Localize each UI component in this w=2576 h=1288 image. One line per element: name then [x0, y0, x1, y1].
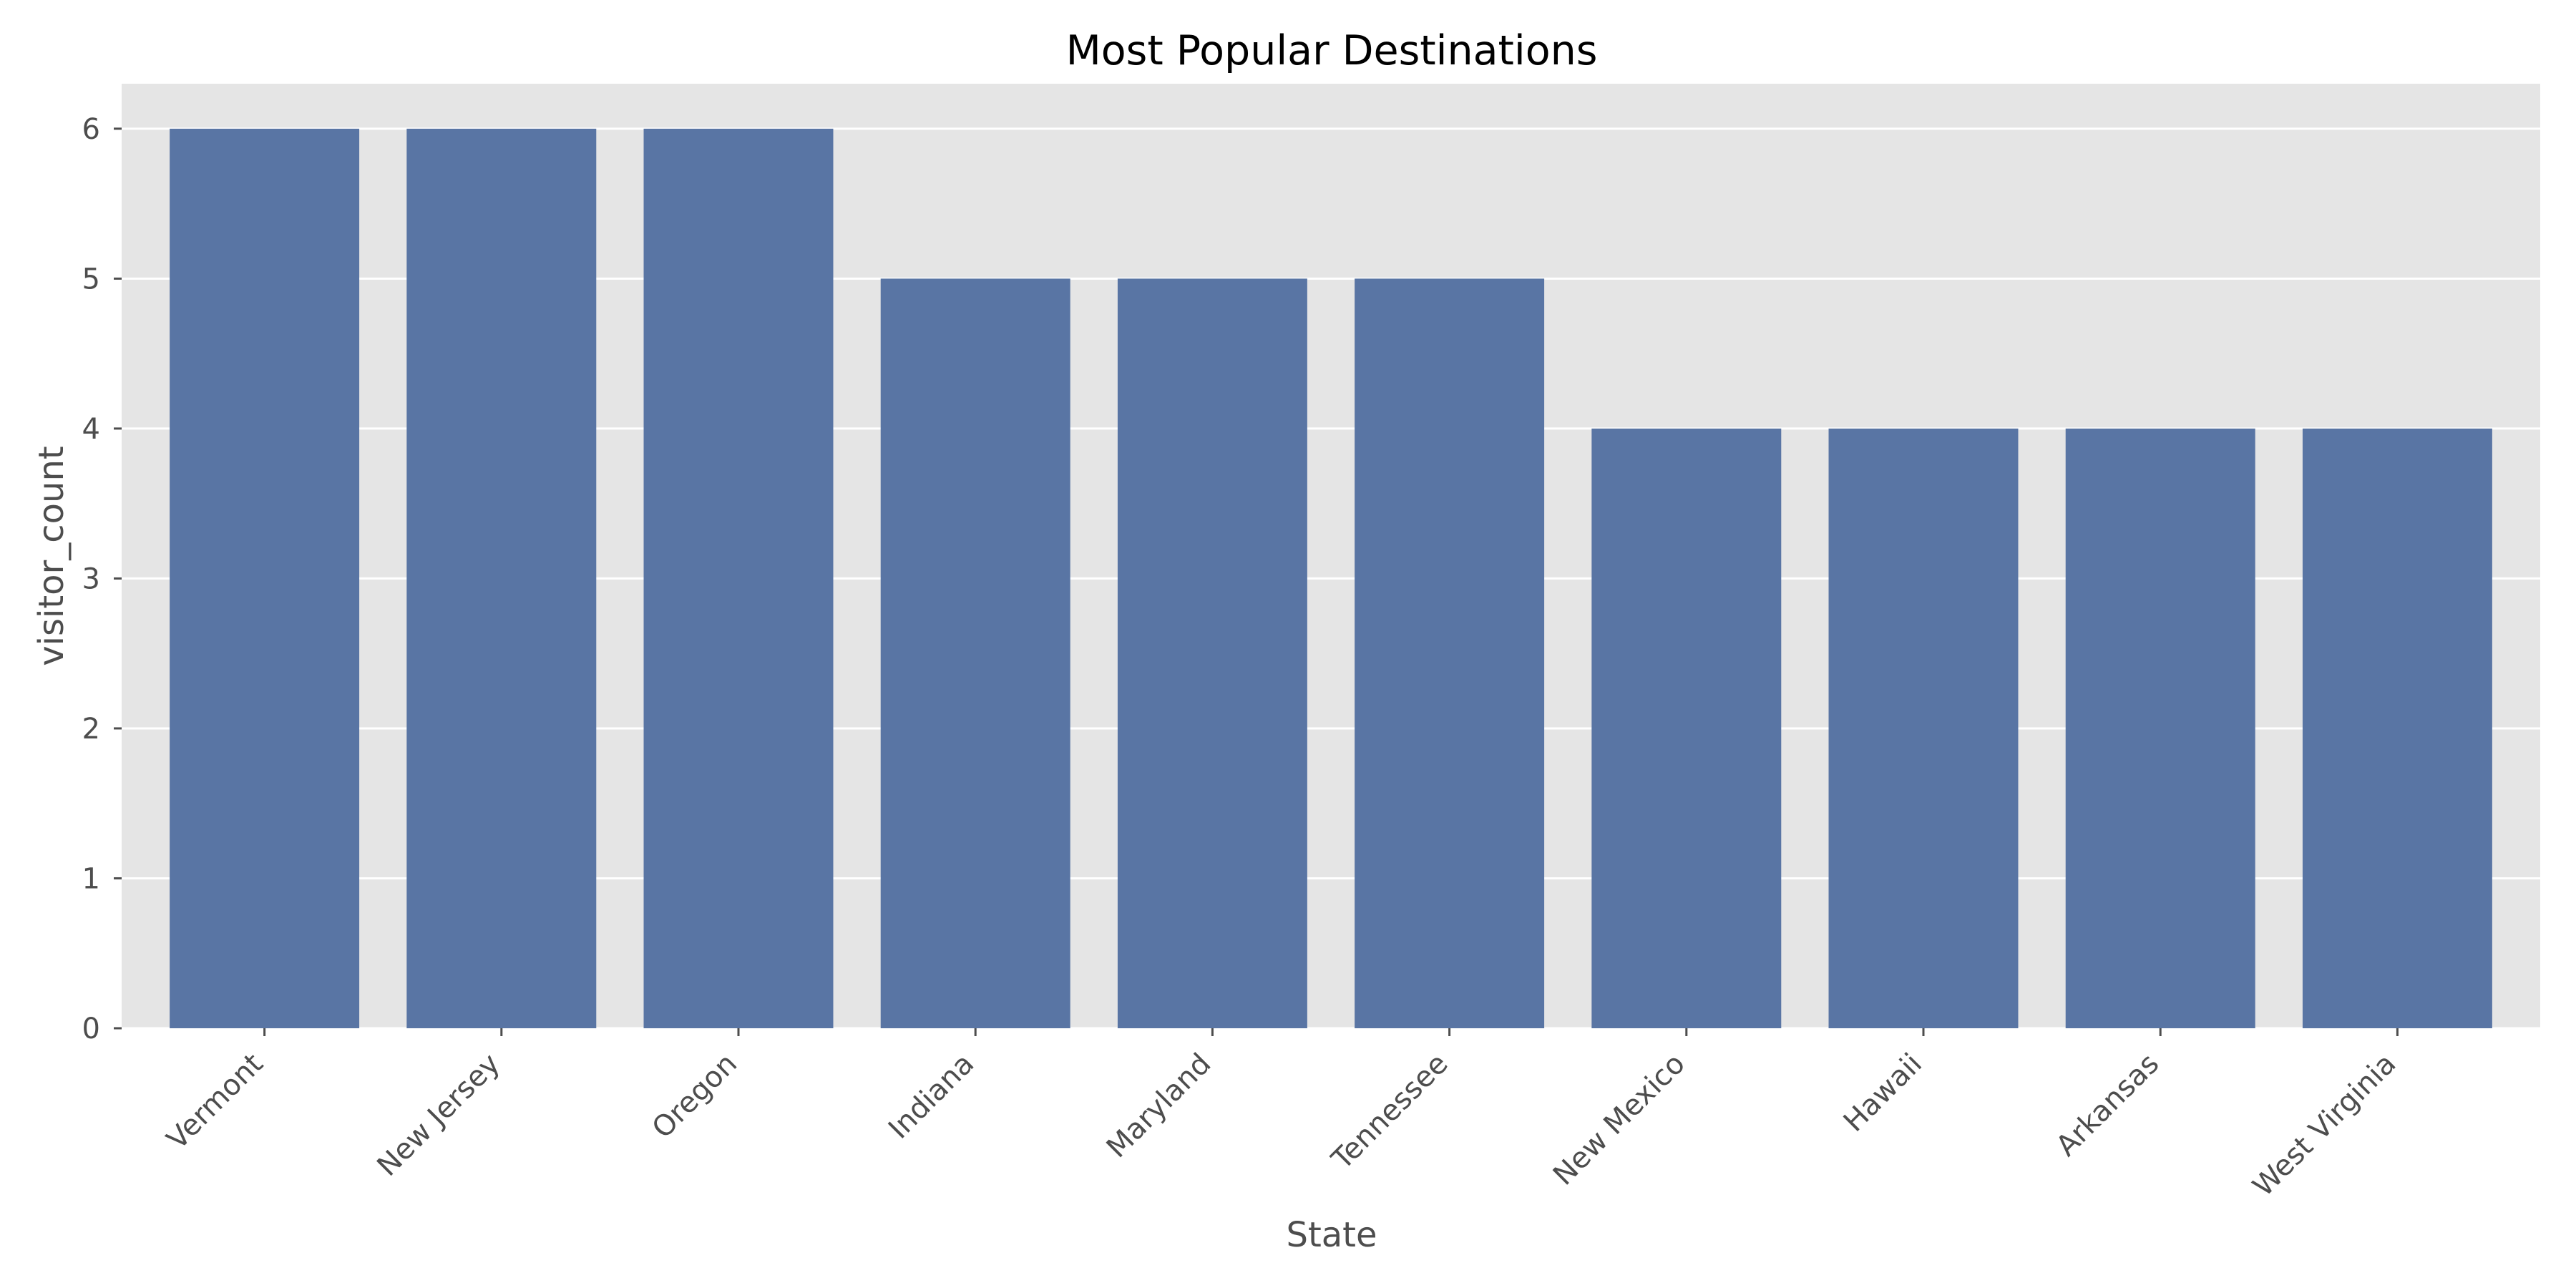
y-tick-label: 2	[82, 713, 100, 746]
bar	[170, 128, 360, 1028]
y-tick-label: 5	[82, 263, 100, 296]
chart-title: Most Popular Destinations	[1066, 27, 1598, 74]
x-tick-label: Tennessee	[1325, 1048, 1455, 1177]
x-tick-label: Vermont	[161, 1048, 270, 1156]
bar	[2302, 428, 2492, 1028]
bar	[643, 128, 834, 1028]
y-tick-label: 1	[82, 862, 100, 895]
x-axis-label: State	[1286, 1215, 1377, 1255]
bar	[406, 128, 597, 1028]
bar	[1591, 428, 1782, 1028]
x-tick-label: New Jersey	[371, 1048, 506, 1183]
x-tick-label: West Virginia	[2247, 1048, 2403, 1204]
y-tick-label: 3	[82, 562, 100, 595]
bar	[1355, 278, 1545, 1028]
y-axis-label: visitor_count	[31, 446, 72, 665]
bar	[880, 278, 1070, 1028]
y-tick-label: 0	[82, 1013, 100, 1045]
x-tick-label: New Mexico	[1547, 1048, 1692, 1192]
bars	[170, 128, 2492, 1028]
bar	[1117, 278, 1307, 1028]
y-tick-label: 6	[82, 113, 100, 146]
x-tick-label: Maryland	[1101, 1048, 1218, 1165]
y-tick-label: 4	[82, 413, 100, 446]
x-tick-label: Hawaii	[1838, 1048, 1928, 1138]
bar	[1828, 428, 2019, 1028]
y-axis-ticks: 0 1 2 3 4 5 6	[82, 113, 122, 1045]
x-tick-label: Indiana	[882, 1048, 980, 1146]
bar	[2065, 428, 2255, 1028]
x-axis-ticks: Vermont New Jersey Oregon Indiana Maryland Te…	[161, 1028, 2403, 1204]
x-tick-label: Oregon	[646, 1048, 743, 1145]
x-tick-label: Arkansas	[2050, 1048, 2165, 1163]
